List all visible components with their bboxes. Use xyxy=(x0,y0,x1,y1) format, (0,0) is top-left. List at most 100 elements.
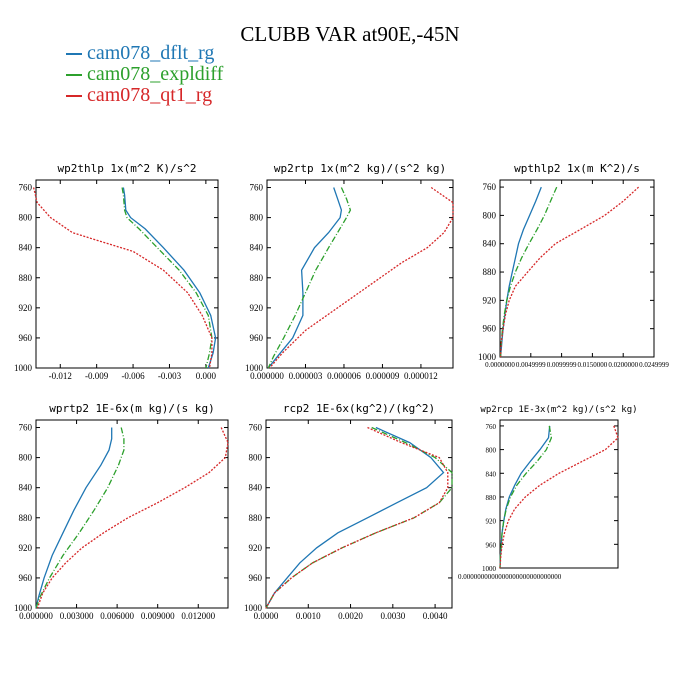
plot-frame xyxy=(266,179,454,369)
legend-item-qt1: cam078_qt1_rg xyxy=(66,85,223,106)
y-tick-label: 960 xyxy=(486,541,497,549)
x-tick-label: 0.000006 xyxy=(327,371,361,381)
chart-panel-5: rcp2 1E-6x(kg^2)/(kg^2) 760 800 840 880 920 96… xyxy=(244,402,453,621)
y-tick-label: 960 xyxy=(249,573,263,583)
y-tick-label: 800 xyxy=(486,447,497,455)
y-tick-label: 920 xyxy=(19,303,33,313)
series-line-cam078_qt1_rg xyxy=(36,427,229,609)
x-tick-label: 0.000012 xyxy=(404,371,438,381)
chart-title: wp2rtp 1x(m^2 kg)/(s^2 kg) xyxy=(274,162,446,175)
legend: cam078_dflt_rg cam078_expldiff cam078_qt… xyxy=(66,43,223,106)
x-tick-label: 0.0249999 xyxy=(639,361,669,369)
x-tick-label: 0.012000 xyxy=(181,611,215,621)
y-tick-label: 760 xyxy=(249,423,263,433)
y-tick-label: 800 xyxy=(19,213,33,223)
y-tick-label: 880 xyxy=(486,494,497,502)
y-tick-label: 1000 xyxy=(14,603,33,613)
x-tick-label: 0.0150000 xyxy=(578,361,608,369)
chart-panel-1: wp2thlp 1x(m^2 K)/s^2 760 800 840 880 920 960 1… xyxy=(14,162,219,381)
chart-title: wprtp2 1E-6x(m kg)/(s kg) xyxy=(49,402,215,415)
y-tick-label: 840 xyxy=(483,239,497,249)
y-tick-label: 960 xyxy=(483,324,497,334)
x-tick-label: 0.000003 xyxy=(289,371,323,381)
legend-label-dflt: cam078_dflt_rg xyxy=(87,42,215,64)
x-tick-label: 0.006000 xyxy=(100,611,134,621)
legend-label-expldiff: cam078_expldiff xyxy=(87,63,224,85)
x-tick-label: 0.0030 xyxy=(380,611,405,621)
y-tick-label: 840 xyxy=(249,483,263,493)
chart-panel-3: wpthlp2 1x(m K^2)/s 760 800 840 880 920 960 100… xyxy=(478,162,669,369)
y-tick-label: 920 xyxy=(19,543,33,553)
plot-frame xyxy=(35,179,219,369)
series-line-cam078_qt1_rg xyxy=(269,186,454,369)
x-tick-label: 0.003000 xyxy=(60,611,94,621)
x-tick-label: 0.000 xyxy=(196,371,217,381)
y-tick-label: 760 xyxy=(483,182,497,192)
series-line-cam078_expldiff xyxy=(121,187,213,369)
y-tick-label: 920 xyxy=(483,295,497,305)
y-tick-label: 920 xyxy=(486,518,497,526)
y-tick-label: 840 xyxy=(250,243,264,253)
series-line-cam078_expldiff xyxy=(265,426,453,609)
y-tick-label: 960 xyxy=(250,333,264,343)
series-line-cam078_qt1_rg xyxy=(499,425,619,569)
chart-panel-4: wprtp2 1E-6x(m kg)/(s kg) 760 800 840 880 920… xyxy=(14,402,229,621)
x-tick-label: 0.0049999 xyxy=(516,361,546,369)
series-line-cam078_expldiff xyxy=(267,187,352,369)
x-tick-label: 0.0099999 xyxy=(547,361,577,369)
plot-frame xyxy=(499,179,655,358)
y-tick-label: 920 xyxy=(249,543,263,553)
x-tick-label: -0.009 xyxy=(85,371,109,381)
x-tick-label: -0.006 xyxy=(121,371,145,381)
plot-frame xyxy=(265,419,453,609)
x-tick-label: 0.000000 xyxy=(19,611,53,621)
x-tick-label: 0.009000 xyxy=(141,611,175,621)
y-tick-label: 800 xyxy=(249,453,263,463)
y-tick-label: 1000 xyxy=(245,363,264,373)
y-tick-label: 960 xyxy=(19,573,33,583)
y-tick-label: 880 xyxy=(483,267,497,277)
series-line-cam078_dflt_rg xyxy=(267,187,343,369)
y-tick-label: 1000 xyxy=(244,603,263,613)
figure-title: CLUBB VAR at90E,-45N xyxy=(240,22,460,46)
y-tick-label: 1000 xyxy=(478,352,497,362)
y-tick-label: 880 xyxy=(19,513,33,523)
series-line-cam078_dflt_rg xyxy=(35,427,113,609)
y-tick-label: 1000 xyxy=(482,565,497,573)
y-tick-label: 800 xyxy=(19,453,33,463)
legend-swatch-expldiff xyxy=(66,73,82,76)
series-line-cam078_expldiff xyxy=(499,425,553,569)
y-tick-label: 920 xyxy=(250,303,264,313)
x-tick-label: -0.003 xyxy=(158,371,182,381)
chart-panel-6: wp2rcp 1E-3x(m^2 kg)/(s^2 kg) 760 800 840 88… xyxy=(458,405,638,581)
series-line-cam078_dflt_rg xyxy=(265,426,445,609)
chart-title: wp2rcp 1E-3x(m^2 kg)/(s^2 kg) xyxy=(480,405,637,415)
legend-label-qt1: cam078_qt1_rg xyxy=(87,84,213,106)
y-tick-label: 760 xyxy=(19,183,33,193)
series-line-cam078_expldiff xyxy=(35,427,125,609)
plot-frame xyxy=(499,419,619,569)
y-tick-label: 1000 xyxy=(14,363,33,373)
y-tick-label: 760 xyxy=(486,423,497,431)
y-tick-label: 800 xyxy=(250,213,264,223)
x-tick-label: 0.0200000 xyxy=(608,361,638,369)
y-tick-label: 960 xyxy=(19,333,33,343)
x-tick-label: 0.0020 xyxy=(338,611,363,621)
legend-item-dflt: cam078_dflt_rg xyxy=(66,43,223,64)
chart-title: rcp2 1E-6x(kg^2)/(kg^2) xyxy=(283,402,435,415)
y-tick-label: 840 xyxy=(486,470,497,478)
chart-panel-2: wp2rtp 1x(m^2 kg)/(s^2 kg) 760 800 840 880 92… xyxy=(245,162,454,381)
series-line-cam078_dflt_rg xyxy=(122,187,217,369)
x-tick-label: 0.0000 xyxy=(254,611,279,621)
y-tick-label: 880 xyxy=(249,513,263,523)
series-line-cam078_expldiff xyxy=(499,186,558,358)
y-tick-label: 800 xyxy=(483,210,497,220)
x-tick-label: -0.012 xyxy=(49,371,72,381)
x-tick-label: 0.0000000000000000000000000000 xyxy=(458,573,562,581)
chart-title: wpthlp2 1x(m K^2)/s xyxy=(514,162,640,175)
y-tick-label: 880 xyxy=(19,273,33,283)
legend-swatch-dflt xyxy=(66,52,82,55)
y-tick-label: 760 xyxy=(19,423,33,433)
series-line-cam078_dflt_rg xyxy=(499,186,542,358)
